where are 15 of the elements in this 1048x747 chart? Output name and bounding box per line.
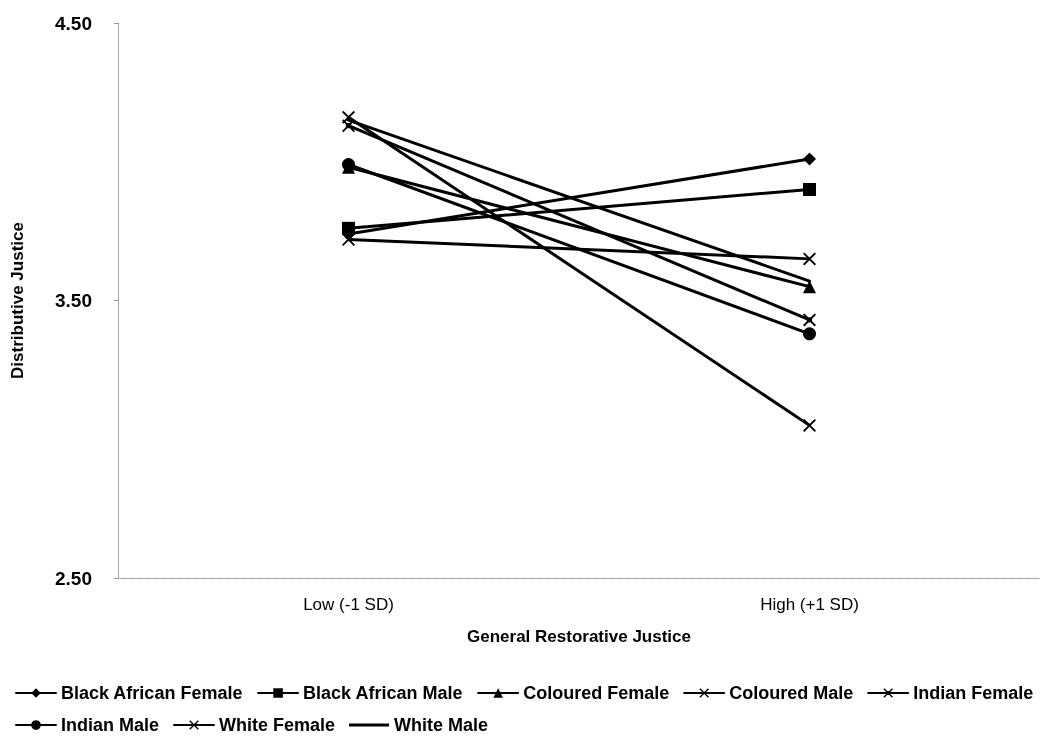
- legend-label: Indian Male: [61, 715, 160, 735]
- legend-label: Indian Female: [913, 683, 1034, 703]
- y-tick-label: 4.50: [55, 12, 92, 34]
- legend-label: White Male: [394, 715, 489, 735]
- legend-label: White Female: [219, 715, 336, 735]
- x-axis-title: General Restorative Justice: [467, 627, 691, 646]
- legend-label: Coloured Female: [523, 683, 670, 703]
- legend-label: Black African Female: [61, 683, 243, 703]
- y-axis-title: Distributive Justice: [8, 222, 27, 379]
- legend-label: Coloured Male: [729, 683, 854, 703]
- x-tick-label: High (+1 SD): [760, 595, 859, 614]
- x-tick-label: Low (-1 SD): [303, 595, 394, 614]
- legend-label: Black African Male: [303, 683, 463, 703]
- y-tick-label: 2.50: [55, 567, 92, 589]
- y-tick-label: 3.50: [55, 290, 92, 311]
